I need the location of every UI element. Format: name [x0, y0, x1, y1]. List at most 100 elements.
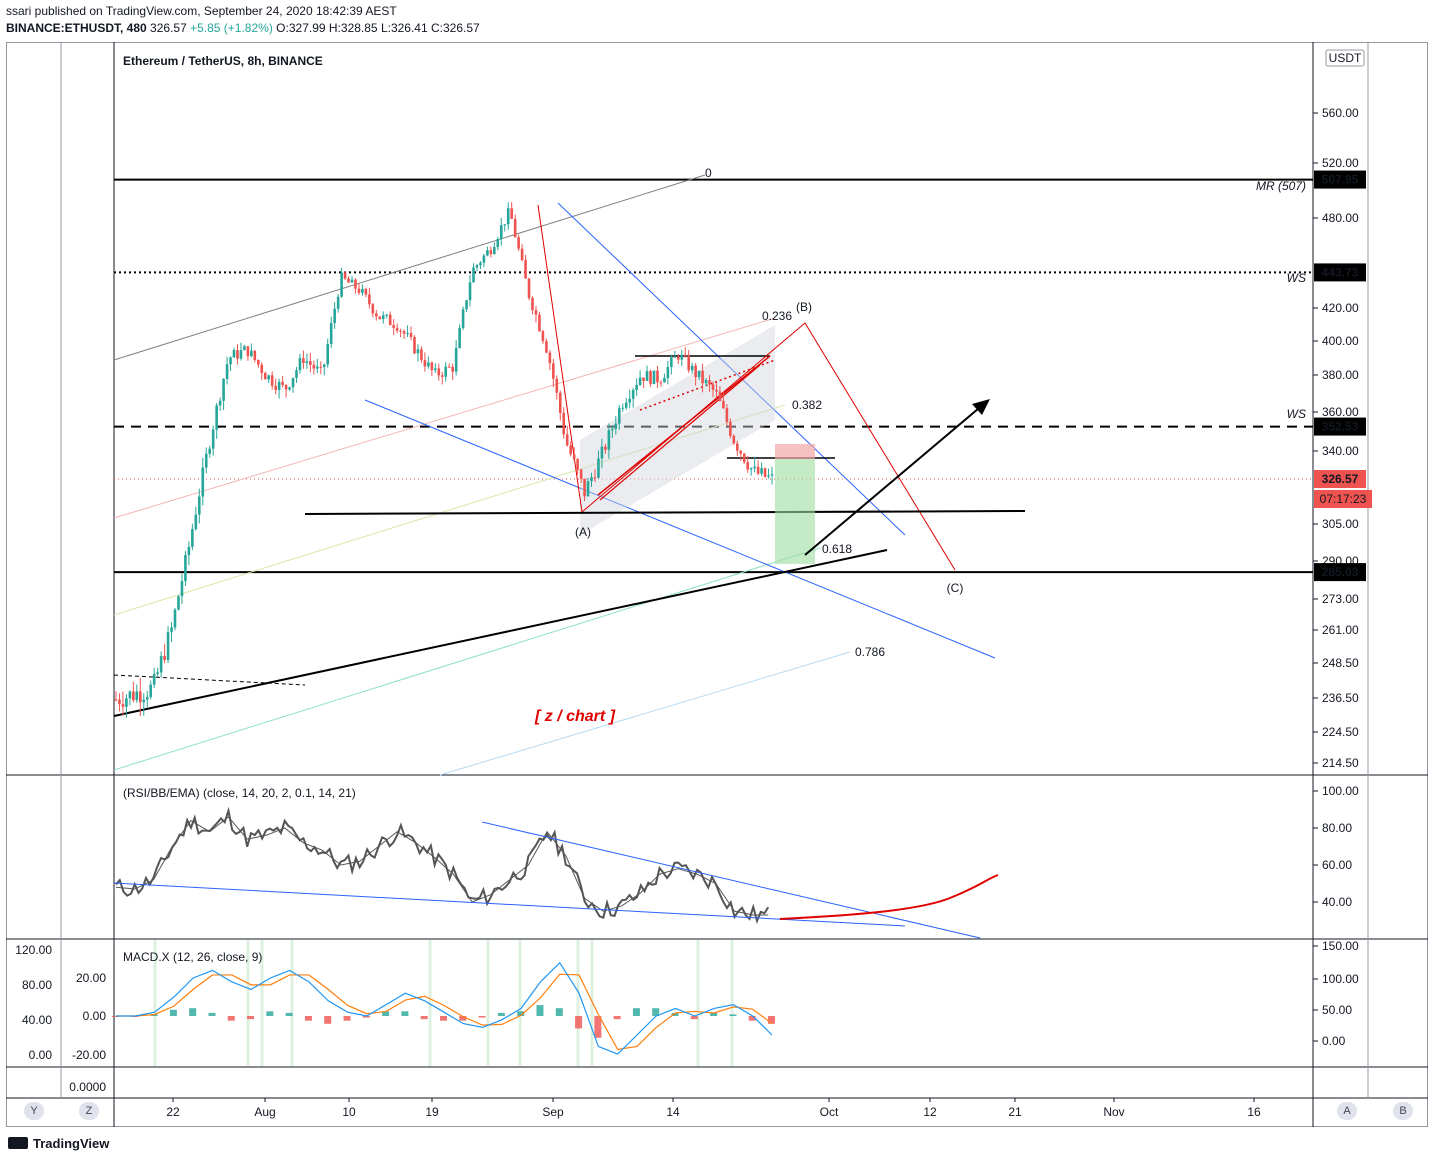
macd-signal-band [290, 940, 294, 1066]
candle-body [753, 466, 756, 469]
candle-body [409, 333, 413, 337]
candle-body [742, 453, 746, 463]
scale-z-button[interactable]: Z [79, 1102, 99, 1120]
candle-body [562, 412, 566, 435]
high-value: H:328.85 [328, 21, 378, 35]
macd-histogram-bar [478, 1016, 486, 1018]
candle-body [385, 314, 389, 316]
take-profit-zone [775, 459, 815, 564]
macd-histogram-bar [632, 1008, 640, 1016]
candle-body [430, 362, 434, 371]
time-axis-label: 22 [166, 1105, 180, 1119]
candle-body [298, 358, 302, 371]
candle-body [270, 375, 274, 386]
time-axis-label: Nov [1103, 1105, 1124, 1119]
candle-body [423, 360, 427, 367]
price-tick-label: 248.50 [1322, 656, 1359, 670]
candle-body [246, 346, 250, 357]
countdown-label: 07:17:23 [1320, 492, 1367, 506]
candle-body [378, 316, 382, 320]
price-tick-label: 305.00 [1322, 517, 1359, 531]
macd-signal-band [428, 940, 432, 1066]
candle-body [309, 361, 312, 365]
macd-signal-band [590, 940, 594, 1066]
currency-badge[interactable] [1325, 49, 1365, 67]
candle-body [489, 250, 493, 254]
macd-left-tick-label: 40.00 [22, 1013, 52, 1027]
macd-histogram-bar [362, 1016, 370, 1018]
macd-left-tick-label: 80.00 [22, 978, 52, 992]
candle-body [274, 385, 277, 390]
candle-body [277, 381, 281, 390]
macd-inner-tick-label: 0.00 [83, 1009, 107, 1023]
candle-body [548, 352, 552, 364]
tradingview-logo-icon [8, 1137, 28, 1149]
macd-signal-band [246, 940, 250, 1066]
level-price-badge [1314, 263, 1366, 282]
candle-body [444, 366, 448, 377]
candle-body [666, 366, 670, 379]
candle-body [763, 468, 767, 477]
candle-body [718, 391, 722, 402]
macd-left-tick-label: 120.00 [15, 943, 52, 957]
candle-body [132, 691, 135, 701]
candle-body [465, 300, 468, 310]
candle-body [454, 347, 458, 372]
candle-body [316, 366, 319, 369]
fib-line-0786 [439, 651, 851, 776]
candle-body [347, 278, 350, 283]
candle-body [288, 387, 291, 390]
macd-histogram-bar [304, 1016, 312, 1021]
candle-body [343, 272, 347, 279]
dashed-line [113, 674, 306, 686]
candle-body [510, 208, 513, 219]
candle-body [243, 346, 246, 351]
candle-body [680, 354, 684, 360]
candle-body [715, 389, 718, 392]
macd-histogram-bar [382, 1011, 390, 1016]
candle-body [725, 408, 729, 422]
fib-line-0382 [113, 404, 786, 616]
candle-body [541, 331, 545, 342]
tradingview-footer[interactable]: TradingView [8, 1136, 109, 1151]
level-price-label: 285.03 [1322, 565, 1359, 579]
level-note: WS [1287, 407, 1306, 421]
scale-b-button[interactable]: B [1393, 1102, 1413, 1120]
candle-body [239, 350, 243, 359]
candle-body [350, 279, 354, 283]
time-axis-label: 16 [1247, 1105, 1261, 1119]
candle-body [413, 336, 416, 354]
macd-signal-band [153, 940, 157, 1066]
candle-body [652, 370, 656, 385]
wave-label: (A) [575, 525, 591, 539]
candle-body [499, 225, 503, 240]
candle-body [683, 354, 687, 356]
candle-body [340, 272, 343, 297]
candle-body [232, 350, 236, 358]
scale-y-button[interactable]: Y [24, 1102, 44, 1120]
macd-histogram-bar [150, 1014, 158, 1016]
macd-signal-band [696, 940, 700, 1066]
candle-body [458, 327, 461, 348]
candle-body [191, 529, 194, 547]
candle-body [138, 691, 142, 703]
candle-body [600, 446, 604, 459]
scale-auto-button[interactable]: A [1337, 1102, 1357, 1120]
macd-histogram-bar [285, 1012, 293, 1016]
candle-body [284, 384, 288, 390]
candle-body [451, 366, 454, 372]
candle-body [552, 363, 555, 379]
candle-body [572, 454, 576, 460]
price-tick-label: 360.00 [1322, 405, 1359, 419]
price-tick-label: 480.00 [1322, 211, 1359, 225]
macd-signal-band [730, 940, 734, 1066]
candle-body [361, 288, 364, 293]
candle-body [697, 370, 701, 378]
candle-body [184, 555, 187, 582]
candle-body [701, 370, 704, 384]
candle-body [329, 323, 333, 345]
macd-signal-band [260, 940, 264, 1066]
candle-body [611, 428, 614, 431]
level-price-badge [1314, 470, 1366, 489]
